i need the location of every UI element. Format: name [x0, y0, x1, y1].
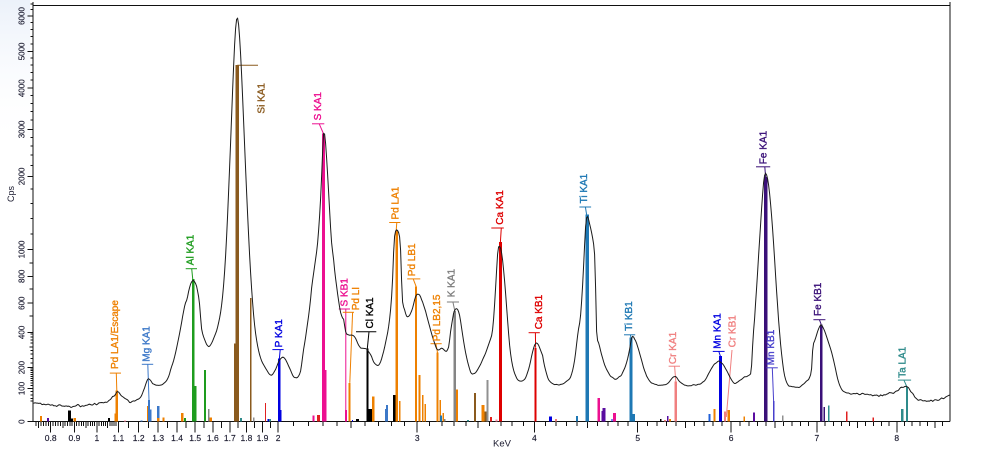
svg-text:Fe KA1: Fe KA1 [758, 130, 769, 164]
svg-text:2: 2 [276, 433, 281, 443]
svg-text:Ca KB1: Ca KB1 [534, 294, 545, 329]
svg-text:3: 3 [415, 433, 420, 443]
svg-text:800: 800 [18, 269, 27, 283]
svg-text:S KB1: S KB1 [340, 278, 351, 307]
svg-text:Cps: Cps [6, 186, 16, 203]
svg-text:200: 200 [18, 360, 27, 374]
svg-text:Ti KA1: Ti KA1 [579, 173, 590, 203]
svg-text:5000: 5000 [18, 42, 27, 60]
svg-text:Cl KA1: Cl KA1 [365, 297, 376, 329]
svg-text:1: 1 [95, 433, 100, 443]
svg-text:P KA1: P KA1 [274, 319, 285, 348]
svg-text:1.8: 1.8 [240, 433, 252, 443]
svg-text:1000: 1000 [18, 240, 27, 258]
svg-text:8: 8 [894, 433, 899, 443]
svg-text:1.5: 1.5 [189, 433, 201, 443]
svg-text:1.4: 1.4 [171, 433, 183, 443]
svg-text:Si KA1: Si KA1 [256, 83, 267, 114]
svg-text:Mg KA1: Mg KA1 [141, 326, 152, 362]
svg-text:1.3: 1.3 [152, 433, 164, 443]
svg-text:2000: 2000 [18, 167, 27, 185]
svg-text:K KA1: K KA1 [447, 269, 458, 298]
svg-text:Mn KB1: Mn KB1 [766, 329, 777, 365]
svg-text:Pd LB2,15: Pd LB2,15 [432, 294, 443, 341]
svg-text:0.8: 0.8 [45, 433, 57, 443]
svg-text:Cr KB1: Cr KB1 [728, 315, 739, 348]
svg-text:3000: 3000 [18, 120, 27, 138]
svg-text:7: 7 [815, 433, 820, 443]
svg-text:Ca KA1: Ca KA1 [495, 190, 506, 225]
svg-text:Fe KB1: Fe KB1 [813, 282, 824, 316]
svg-text:5: 5 [635, 433, 640, 443]
svg-text:Ti KB1: Ti KB1 [624, 301, 635, 331]
svg-text:1.7: 1.7 [224, 433, 236, 443]
svg-text:KeV: KeV [493, 439, 512, 450]
svg-text:4: 4 [532, 433, 537, 443]
svg-text:Pd LA1: Pd LA1 [390, 186, 401, 219]
svg-text:Pd LA1/Escape: Pd LA1/Escape [110, 300, 121, 369]
svg-text:Cr KA1: Cr KA1 [668, 331, 679, 364]
svg-text:0.9: 0.9 [68, 433, 80, 443]
svg-text:6: 6 [729, 433, 734, 443]
svg-text:Pd LI: Pd LI [351, 287, 362, 310]
svg-text:Pd LB1: Pd LB1 [407, 243, 418, 276]
svg-text:1.2: 1.2 [133, 433, 145, 443]
svg-text:4000: 4000 [18, 79, 27, 97]
svg-text:1.1: 1.1 [112, 433, 124, 443]
svg-text:600: 600 [18, 296, 27, 310]
svg-text:Al KA1: Al KA1 [185, 234, 196, 265]
svg-text:0: 0 [18, 419, 27, 424]
svg-text:400: 400 [18, 325, 27, 339]
svg-text:1.6: 1.6 [207, 433, 219, 443]
svg-text:6000: 6000 [18, 7, 27, 25]
svg-text:S KA1: S KA1 [313, 92, 324, 121]
svg-text:Ta LA1: Ta LA1 [898, 346, 909, 378]
svg-text:1.9: 1.9 [257, 433, 269, 443]
svg-text:100: 100 [18, 381, 27, 395]
svg-text:Mn KA1: Mn KA1 [712, 313, 723, 349]
